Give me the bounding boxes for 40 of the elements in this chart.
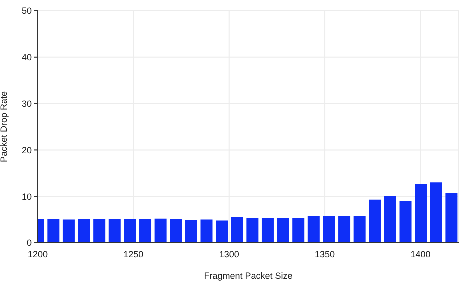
bar (446, 193, 458, 243)
y-tick-label: 20 (22, 145, 32, 156)
bar (292, 218, 305, 243)
bar (200, 220, 213, 243)
bar (415, 184, 428, 243)
bar (231, 217, 244, 243)
x-tick-label: 1350 (315, 249, 336, 260)
bar (48, 219, 60, 243)
bar (369, 200, 382, 243)
y-tick-label: 30 (22, 98, 32, 109)
bar (108, 219, 121, 243)
bar (430, 182, 442, 243)
y-tick-label: 10 (22, 192, 32, 202)
bar (78, 219, 90, 243)
bar (338, 216, 351, 243)
bar (354, 216, 366, 243)
y-tick-label: 40 (22, 52, 32, 63)
bar (185, 220, 198, 243)
bar (277, 218, 290, 243)
x-tick-label: 1400 (410, 249, 431, 260)
bar (246, 218, 259, 243)
y-tick-label: 0 (26, 238, 32, 248)
bar (323, 216, 336, 243)
y-tick-label: 50 (22, 6, 32, 16)
y-axis-title: Packet Drop Rate (0, 91, 10, 163)
bar (308, 216, 320, 243)
bar (62, 220, 75, 243)
bar (400, 201, 412, 243)
x-tick-label: 1250 (124, 249, 144, 260)
bar (262, 218, 274, 243)
bar (170, 219, 182, 243)
bar (124, 219, 136, 243)
bar (154, 218, 167, 243)
x-tick-label: 1300 (219, 249, 240, 260)
x-axis-title: Fragment Packet Size (204, 271, 293, 281)
bar (216, 220, 228, 243)
bar (384, 196, 396, 243)
bar (140, 219, 152, 243)
bar (94, 219, 106, 243)
x-tick-label: 1200 (28, 249, 48, 260)
